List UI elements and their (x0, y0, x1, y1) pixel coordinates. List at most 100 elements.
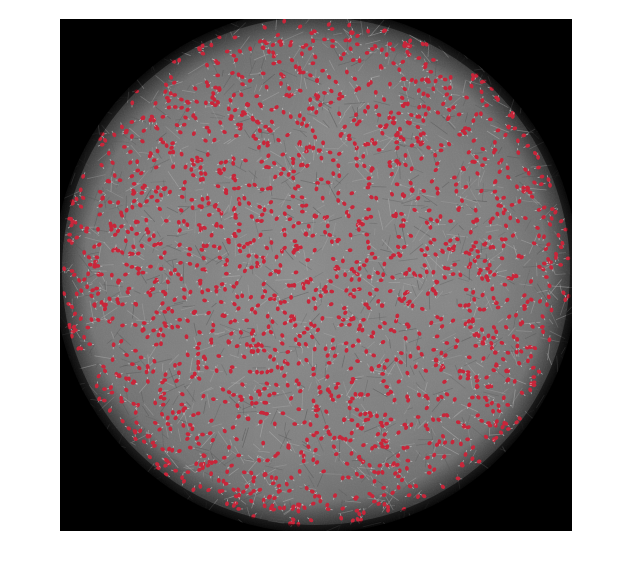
cell-marker (468, 325, 475, 330)
cell-marker-dot (317, 385, 322, 390)
cell-marker-dot (296, 221, 301, 225)
cell-marker-dot (194, 99, 199, 104)
cell-marker (94, 286, 102, 291)
cell-marker (384, 52, 389, 60)
cell-marker (385, 462, 390, 470)
cell-marker (511, 334, 516, 342)
cell-marker-dot (529, 353, 533, 359)
cell-marker-dot (454, 188, 459, 194)
cell-marker-dot (163, 372, 168, 377)
cell-marker-dot (195, 159, 200, 164)
cell-marker-dot (511, 334, 516, 340)
cell-marker-tail (218, 355, 224, 358)
cell-marker (231, 501, 237, 508)
cell-marker-tail (542, 268, 547, 273)
cell-marker-dot (177, 361, 182, 366)
cell-marker (236, 72, 241, 80)
cell-marker (349, 448, 354, 456)
cell-marker (292, 422, 300, 426)
cell-marker-tail (497, 213, 500, 219)
cell-marker (205, 149, 210, 157)
cell-marker-dot (310, 233, 316, 238)
cell-marker (382, 412, 388, 420)
cell-marker-dot (95, 317, 101, 322)
cell-marker-dot (205, 152, 210, 157)
cell-marker (298, 387, 305, 394)
cell-marker (242, 266, 248, 274)
microscopy-figure (60, 19, 572, 531)
cell-marker-dot (396, 111, 402, 116)
cell-marker-dot (394, 318, 399, 324)
cell-marker-dot (280, 411, 286, 416)
cell-marker-dot (383, 412, 388, 418)
cell-marker-dot (133, 429, 138, 435)
cell-marker (332, 352, 339, 359)
cell-marker (537, 174, 545, 179)
cell-marker-dot (282, 232, 287, 238)
cell-marker (556, 232, 561, 240)
cell-marker-dot (438, 214, 443, 219)
cell-marker-dot (216, 354, 222, 358)
cell-marker (503, 223, 509, 230)
cell-marker-dot (261, 348, 267, 353)
cell-marker-dot (274, 475, 279, 481)
cell-marker-dot (262, 25, 267, 30)
cell-marker-dot (160, 411, 164, 417)
cell-marker-dot (385, 462, 390, 468)
cell-marker-tail (231, 300, 235, 305)
cell-marker (495, 211, 500, 219)
cell-marker-dot (147, 454, 152, 460)
cell-marker-tail (146, 453, 151, 458)
cell-marker (165, 415, 170, 423)
cell-marker-dot (79, 224, 84, 230)
cell-marker-dot (318, 498, 323, 504)
cell-marker (246, 201, 252, 208)
cell-marker-dot (173, 468, 178, 473)
cell-marker (282, 230, 287, 238)
cell-marker (382, 358, 390, 363)
cell-marker (231, 300, 237, 307)
cell-marker (145, 264, 153, 269)
cell-marker-dot (514, 312, 518, 318)
cell-marker (214, 366, 219, 373)
cell-marker-dot (556, 232, 561, 238)
cell-marker-dot (409, 112, 414, 118)
cell-marker-dot (200, 289, 205, 295)
cell-marker-dot (356, 338, 361, 343)
cell-marker (438, 214, 443, 221)
cell-marker-dot (214, 368, 219, 373)
cell-marker (146, 453, 152, 460)
cell-marker-dot (349, 451, 354, 456)
cell-marker-dot (101, 398, 107, 403)
cell-marker (317, 385, 322, 392)
cell-marker (454, 188, 459, 196)
cell-marker (160, 411, 165, 419)
cell-marker-dot (272, 161, 277, 166)
cell-marker (274, 475, 279, 483)
cell-marker-dot (98, 203, 103, 208)
cell-marker-dot (285, 350, 291, 354)
cell-marker-dot (152, 242, 157, 248)
cell-marker-dot (236, 72, 241, 78)
cell-marker-dot (273, 174, 278, 180)
cell-marker-dot (231, 503, 236, 508)
cell-marker (216, 354, 224, 358)
cell-marker-dot (464, 95, 469, 100)
cell-marker (164, 105, 172, 110)
cell-marker-dot (225, 469, 230, 475)
cell-marker-dot (179, 105, 184, 110)
cell-marker (79, 224, 84, 232)
cell-marker-tail (232, 424, 237, 428)
cell-marker (455, 420, 463, 425)
cell-marker (272, 161, 278, 167)
cell-marker-dot (354, 495, 359, 500)
cell-marker-dot (189, 197, 195, 202)
cell-marker-dot (468, 325, 473, 330)
cell-marker (230, 424, 237, 430)
cell-marker-dot (170, 410, 175, 415)
cell-marker-dot (166, 105, 172, 110)
cell-marker (278, 411, 286, 416)
cell-marker-dot (217, 255, 223, 260)
cell-marker-dot (395, 244, 401, 250)
cell-marker (83, 229, 91, 234)
